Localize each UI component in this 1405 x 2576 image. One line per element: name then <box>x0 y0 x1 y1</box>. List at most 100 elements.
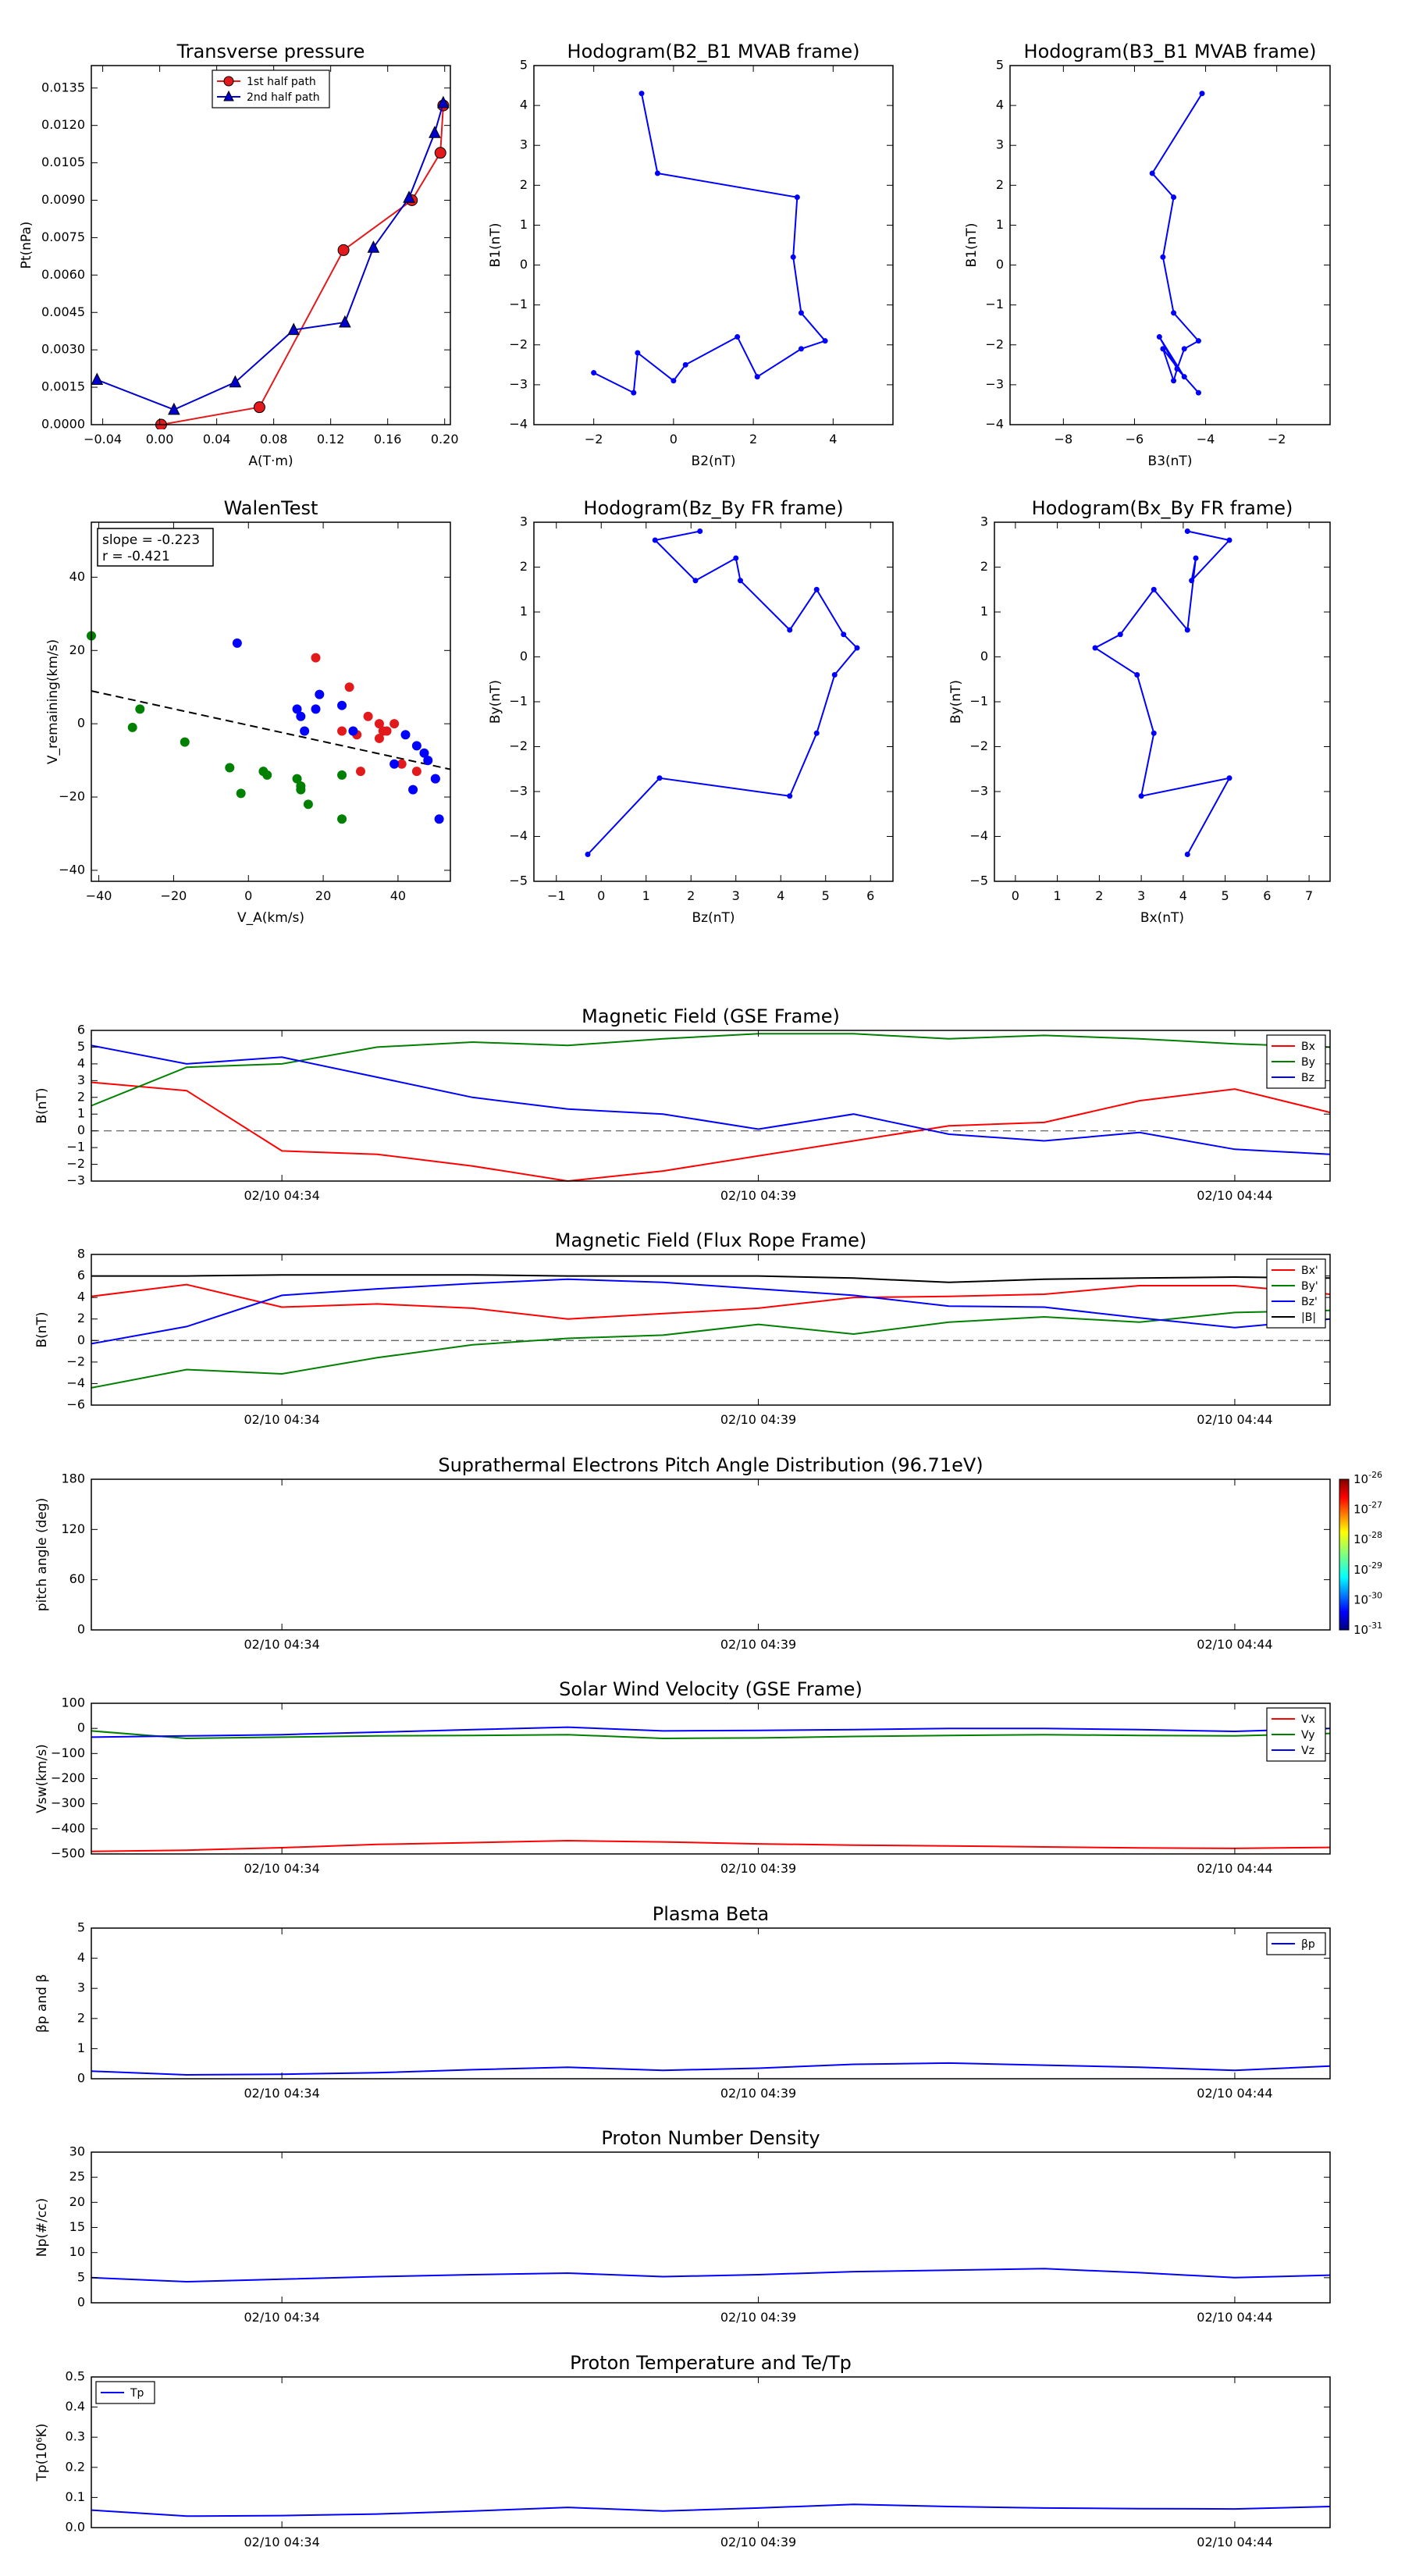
y-tick-label: −4 <box>66 1375 85 1390</box>
data-marker-triangle <box>437 95 450 109</box>
y-tick-label: −3 <box>985 376 1004 391</box>
y-tick-label: 3 <box>996 137 1004 152</box>
x-tick-label: 6 <box>1263 888 1271 903</box>
x-axis-label: B3(nT) <box>1148 454 1193 469</box>
scatter-point <box>300 726 310 736</box>
data-marker-dot <box>656 775 663 781</box>
y-tick-label: 2 <box>980 559 988 574</box>
series-line-βp <box>91 2062 1331 2076</box>
data-marker-dot <box>635 350 641 356</box>
x-tick-label: −20 <box>161 888 187 903</box>
y-tick-label: −40 <box>59 862 85 877</box>
chart-title: Hodogram(Bx_By FR frame) <box>1032 497 1293 519</box>
y-tick-label: 0 <box>520 649 528 664</box>
chart-panel-12: 02/10 04:34 02/10 04:39 02/10 04:44 0.0 0.1 0… <box>34 2352 1331 2549</box>
x-tick-label: 02/10 04:39 <box>720 2310 796 2325</box>
legend-label: Vx <box>1301 1713 1315 1726</box>
y-tick-label: −2 <box>66 1156 85 1171</box>
scatter-point <box>127 722 137 732</box>
data-marker-dot <box>822 338 828 344</box>
scatter-point <box>315 689 325 699</box>
series-line-0 <box>593 93 827 394</box>
y-tick-label: 3 <box>77 1980 85 1995</box>
data-marker-triangle <box>91 372 104 385</box>
axes-frame <box>533 65 894 425</box>
data-layer <box>91 2503 1331 2517</box>
data-marker-dot <box>790 254 796 260</box>
y-tick-label: 0.0135 <box>41 80 85 94</box>
data-marker-dot <box>787 627 793 633</box>
x-tick-label: 02/10 04:44 <box>1197 2535 1272 2549</box>
axes-frame <box>91 2376 1331 2528</box>
chart-title: Magnetic Field (GSE Frame) <box>582 1005 840 1027</box>
chart-title: Plasma Beta <box>653 1903 769 1925</box>
x-tick-label: −40 <box>86 888 112 903</box>
y-tick-label: −2 <box>969 738 988 753</box>
y-axis-label: B(nT) <box>34 1311 50 1347</box>
data-marker-dot <box>591 370 597 376</box>
x-tick-label: 5 <box>1222 888 1229 903</box>
plot-area <box>91 2377 1330 2528</box>
series-line-By' <box>91 1309 1331 1389</box>
y-tick-label: 3 <box>520 137 528 152</box>
axes-frame <box>91 1478 1331 1631</box>
y-tick-label: −2 <box>509 738 528 753</box>
scatter-point <box>389 719 400 729</box>
legend-label: Bx <box>1301 1041 1315 1053</box>
chart-panel-3: −40 −20 0 20 40 −40 −20 0 20 40 WalenTest V_A(km/s)… <box>45 497 451 926</box>
y-tick-label: 0 <box>77 2295 85 2310</box>
scatter-point <box>411 741 422 751</box>
scatter-point <box>344 682 354 692</box>
plot-area <box>534 522 893 881</box>
data-marker-dot <box>692 578 699 584</box>
series-line-Bz' <box>91 1278 1331 1345</box>
axes-frame <box>91 1927 1331 2080</box>
legend: 1st half path 2nd half path <box>212 69 330 109</box>
scatter-point <box>262 770 272 780</box>
y-tick-label: 30 <box>69 2144 85 2159</box>
series-line-0 <box>91 2268 1331 2283</box>
y-axis-label: Np(#/cc) <box>34 2198 50 2257</box>
data-marker-dot <box>787 793 793 799</box>
y-tick-label: 0 <box>77 1123 85 1137</box>
data-marker-dot <box>1193 555 1199 561</box>
x-tick-label: 0 <box>244 888 252 903</box>
y-tick-label: 0.2 <box>66 2459 85 2474</box>
legend: βp <box>1266 1932 1326 1955</box>
series-line-Bx' <box>91 1283 1331 1320</box>
data-marker-dot <box>1160 254 1166 260</box>
y-tick-label: −1 <box>509 694 528 709</box>
y-tick-label: 0 <box>77 716 85 731</box>
y-tick-label: 10 <box>69 2244 85 2259</box>
data-marker-dot <box>1134 672 1140 678</box>
x-tick-label: −6 <box>1126 432 1144 447</box>
y-tick-label: −4 <box>509 828 528 843</box>
chart-title: Transverse pressure <box>176 41 365 62</box>
legend-label: Vz <box>1301 1745 1314 1757</box>
y-tick-label: 100 <box>61 1695 85 1710</box>
x-tick-label: 3 <box>732 888 740 903</box>
data-marker-dot <box>1199 91 1205 97</box>
series-line-Vz <box>91 1726 1331 1738</box>
y-tick-label: 5 <box>996 58 1004 73</box>
y-tick-label: −4 <box>985 417 1004 432</box>
x-tick-label: 1 <box>642 888 650 903</box>
x-tick-label: 02/10 04:34 <box>244 2535 319 2549</box>
y-tick-label: 180 <box>61 1471 85 1486</box>
data-marker-dot <box>654 170 660 176</box>
y-tick-label: −2 <box>509 336 528 351</box>
y-tick-label: 4 <box>77 1950 85 1965</box>
x-tick-label: −8 <box>1055 432 1073 447</box>
colorbar-tick-label: 10-26 <box>1353 1470 1382 1486</box>
y-tick-label: −3 <box>66 1173 85 1188</box>
data-marker-circle <box>434 147 446 159</box>
scatter-point <box>236 788 246 799</box>
y-axis-label: Tp(10⁶K) <box>34 2423 50 2482</box>
colorbar-exponent: -28 <box>1368 1530 1382 1540</box>
series-line-0 <box>1151 93 1203 393</box>
legend-label: Bz' <box>1301 1296 1318 1308</box>
chart-title: WalenTest <box>224 497 318 519</box>
plot-area <box>994 522 1330 881</box>
data-marker-dot <box>1171 310 1177 316</box>
legend: Bx' By' Bz' |B| <box>1266 1258 1326 1329</box>
